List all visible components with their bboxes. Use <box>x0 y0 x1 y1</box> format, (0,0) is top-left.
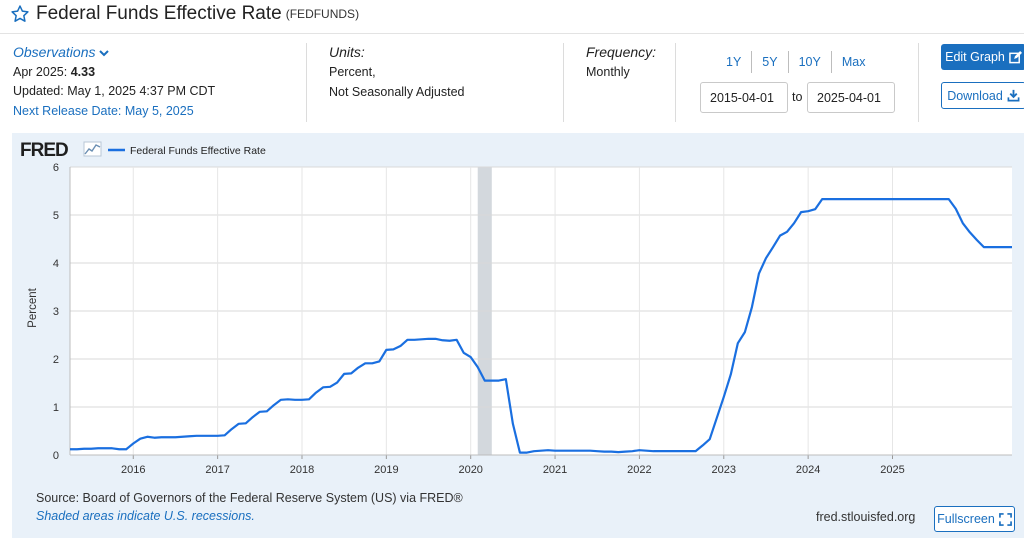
download-button[interactable]: Download <box>941 82 1024 109</box>
divider <box>306 43 307 122</box>
source-text: Source: Board of Governors of the Federa… <box>36 491 463 505</box>
x-tick-label: 2023 <box>712 464 736 476</box>
chevron-down-icon <box>99 50 110 57</box>
title-divider <box>0 33 1024 34</box>
star-icon[interactable] <box>10 4 30 24</box>
y-tick-label: 1 <box>53 402 59 414</box>
frequency-value: Monthly <box>586 65 630 79</box>
y-tick-label: 0 <box>53 450 59 462</box>
edit-graph-label: Edit Graph <box>945 50 1005 64</box>
x-tick-label: 2018 <box>290 464 314 476</box>
divider <box>918 43 919 122</box>
units-line-1: Percent, <box>329 65 376 79</box>
range-separator <box>751 51 753 73</box>
chart-panel: FRED Federal Funds Effective Rate Percen… <box>12 133 1024 538</box>
y-tick-label: 2 <box>53 354 59 366</box>
series-title: Federal Funds Effective Rate <box>36 3 282 24</box>
fullscreen-icon <box>998 512 1012 526</box>
range-10y-link[interactable]: 10Y <box>798 55 821 69</box>
download-icon <box>1007 89 1020 102</box>
y-tick-label: 5 <box>53 210 59 222</box>
y-axis-label: Percent <box>27 287 39 327</box>
divider <box>563 43 564 122</box>
range-max-link[interactable]: Max <box>841 55 866 69</box>
series-line-fed-funds-rate <box>70 198 1012 454</box>
next-release-link[interactable]: Next Release Date: May 5, 2025 <box>13 103 194 118</box>
y-tick-label: 3 <box>53 306 59 318</box>
fed-funds-line-chart: FRED Federal Funds Effective Rate Percen… <box>20 140 1012 476</box>
latest-observation: Apr 2025: 4.33 <box>13 63 215 83</box>
x-tick-label: 2016 <box>121 464 145 476</box>
range-links: 1Y 5Y 10Y Max <box>716 51 875 73</box>
series-id: (FEDFUNDS) <box>285 7 360 21</box>
observation-value: 4.33 <box>70 64 96 79</box>
date-to-label: to <box>792 90 803 104</box>
x-tick-label: 2017 <box>205 464 229 476</box>
start-date-input[interactable] <box>700 82 788 113</box>
site-url: fred.stlouisfed.org <box>816 510 916 524</box>
observations-toggle-label: Observations <box>13 44 96 60</box>
edit-icon <box>1009 50 1022 63</box>
fullscreen-button[interactable]: Fullscreen <box>934 506 1015 532</box>
end-date-input[interactable] <box>807 82 895 113</box>
units-label: Units: <box>329 44 365 60</box>
range-separator <box>787 51 789 73</box>
fullscreen-label: Fullscreen <box>937 512 995 526</box>
x-tick-label: 2024 <box>796 464 820 476</box>
observations-toggle[interactable]: Observations <box>13 43 215 63</box>
fred-logo-icon <box>83 141 102 157</box>
legend-label: Federal Funds Effective Rate <box>130 145 266 157</box>
fred-logo-text: FRED <box>20 140 68 161</box>
range-5y-link[interactable]: 5Y <box>762 55 778 69</box>
range-separator <box>830 51 832 73</box>
x-tick-label: 2020 <box>458 464 482 476</box>
x-tick-label: 2025 <box>880 464 904 476</box>
range-1y-link[interactable]: 1Y <box>726 55 742 69</box>
frequency-label: Frequency: <box>586 44 657 60</box>
updated-text: Updated: May 1, 2025 4:37 PM CDT <box>13 84 216 98</box>
units-line-2: Not Seasonally Adjusted <box>329 85 465 99</box>
x-tick-label: 2019 <box>374 464 398 476</box>
divider <box>675 43 676 122</box>
title-row: Federal Funds Effective Rate (FEDFUNDS) <box>10 3 359 25</box>
observation-period: Apr 2025: <box>13 64 68 79</box>
x-tick-label: 2021 <box>543 464 567 476</box>
units-block: Units: Percent, Not Seasonally Adjusted <box>329 42 465 102</box>
y-tick-label: 4 <box>53 258 59 270</box>
frequency-block: Frequency: Monthly <box>586 42 656 82</box>
download-label: Download <box>947 88 1003 103</box>
recession-note: Shaded areas indicate U.S. recessions. <box>36 509 255 523</box>
edit-graph-button[interactable]: Edit Graph <box>941 44 1024 70</box>
observations-block: Observations Apr 2025: 4.33 Updated: May… <box>13 43 215 121</box>
y-tick-label: 6 <box>53 162 59 174</box>
x-tick-label: 2022 <box>627 464 651 476</box>
